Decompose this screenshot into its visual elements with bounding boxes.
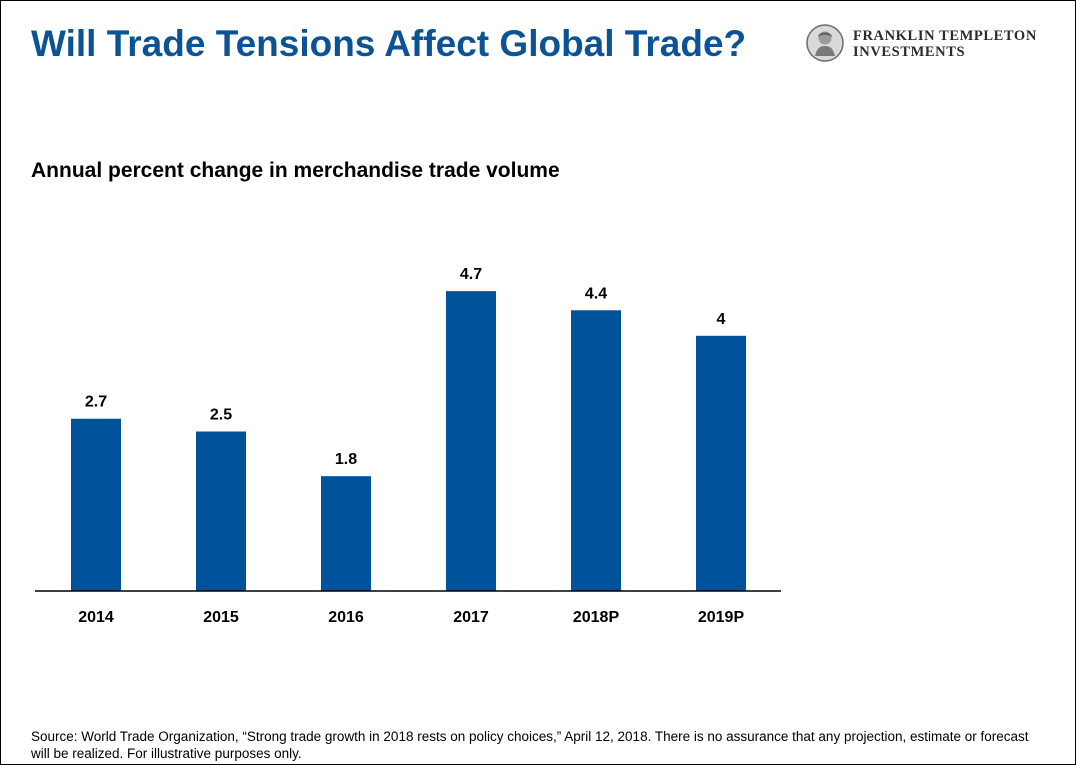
bar-2019P	[696, 335, 746, 591]
logo-line-1: FRANKLIN TEMPLETON	[853, 28, 1037, 44]
x-tick-label-2016: 2016	[328, 609, 364, 626]
bar-2015	[196, 431, 246, 591]
source-note: Source: World Trade Organization, “Stron…	[31, 729, 1029, 761]
x-tick-label-2015: 2015	[203, 609, 239, 626]
category-labels-group: 2014 2015 2016 2017 2018P 2019P	[78, 609, 744, 626]
data-label-2016: 1.8	[335, 451, 357, 468]
x-tick-label-2014: 2014	[78, 609, 114, 626]
franklin-templeton-logo: FRANKLIN TEMPLETON INVESTMENTS	[805, 23, 1055, 63]
bar-2016	[321, 476, 371, 591]
data-label-2018P: 4.4	[585, 285, 607, 302]
chart-title: Annual percent change in merchandise tra…	[31, 159, 560, 182]
data-label-2017: 4.7	[460, 266, 482, 283]
bar-2017	[446, 291, 496, 591]
x-tick-label-2017: 2017	[453, 609, 489, 626]
data-label-2015: 2.5	[210, 407, 232, 424]
logo-line-2: INVESTMENTS	[853, 44, 966, 60]
data-label-2019P: 4	[717, 311, 726, 328]
bar-2018P	[571, 310, 621, 591]
page-title: Will Trade Tensions Affect Global Trade?	[31, 23, 747, 64]
logo-wordmark: FRANKLIN TEMPLETON INVESTMENTS	[853, 28, 1037, 60]
benjamin-franklin-portrait-icon	[806, 24, 844, 62]
bars-group	[71, 291, 746, 591]
bar-2014	[71, 418, 121, 591]
x-tick-label-2018P: 2018P	[573, 609, 620, 626]
data-label-2014: 2.7	[85, 394, 107, 411]
value-labels-group: 2.7 2.5 1.8 4.7 4.4 4	[85, 266, 726, 468]
x-tick-label-2019P: 2019P	[698, 609, 745, 626]
